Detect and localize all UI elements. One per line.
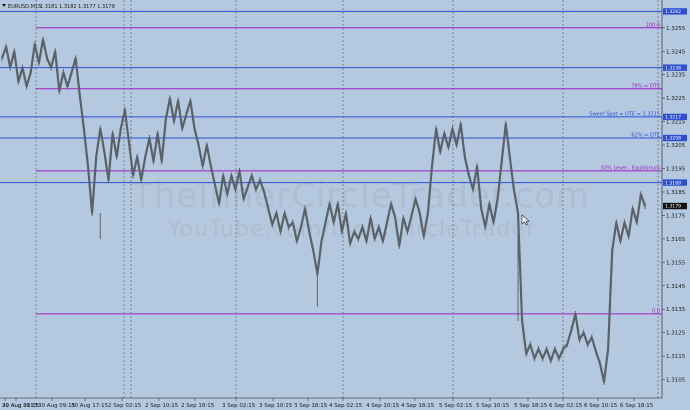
x-tick-label: 3 Sep 02:15 xyxy=(222,403,256,409)
y-tick-label: 1.3255 xyxy=(666,26,686,32)
x-tick-label: 30 Aug 01:15 xyxy=(2,403,40,409)
y-tick-label: 1.3175 xyxy=(666,213,686,219)
chart-plot-area[interactable] xyxy=(0,0,662,398)
y-tick-label: 1.3225 xyxy=(666,96,686,102)
y-tick-label: 1.3235 xyxy=(666,73,686,79)
x-tick-label: 30 Aug 17:15 xyxy=(71,403,109,409)
y-tick-label: 1.3155 xyxy=(666,260,686,266)
y-tick-label: 1.3215 xyxy=(666,120,686,126)
x-tick-label: 3 Sep 18:15 xyxy=(294,403,328,409)
level-price-tag xyxy=(663,113,687,121)
level-price-tag xyxy=(663,179,687,186)
level-label: 79% = OTE xyxy=(631,83,660,89)
y-axis-ticks: 1.3255 1.3245 1.3235 1.3225 1.3215 1.3205 1.31… xyxy=(662,26,686,384)
level-label: 50% Level - Equilibrium xyxy=(601,165,660,171)
x-tick-label: 4 Sep 18:15 xyxy=(401,403,435,409)
watermark-line2: YouTube.com/InnerCircleTrader xyxy=(167,217,536,242)
level-label: Sweet Spot = OTE = 1.3215 xyxy=(589,111,660,117)
x-tick-label: 4 Sep 10:15 xyxy=(366,403,400,409)
x-tick-label: 29 Aug 2013 xyxy=(2,403,38,409)
y-tick-label: 1.3145 xyxy=(666,284,686,290)
y-tick-label: 1.3195 xyxy=(666,167,686,173)
level-price-tag-text: 1.3189 xyxy=(665,180,681,186)
level-price-tag-text: 1.3262 xyxy=(665,9,681,15)
x-tick-label: 4 Sep 02:15 xyxy=(329,403,363,409)
current-price-tag xyxy=(663,202,687,210)
chart-header: EURUSD,M15 1.3181 1.3182 1.3177 1.3179 xyxy=(2,4,115,10)
y-tick-label: 1.3105 xyxy=(666,378,686,384)
level-label: 100.0 xyxy=(646,22,660,28)
y-tick-label: 1.3125 xyxy=(666,331,686,337)
level-label: 0.0 xyxy=(652,308,660,314)
price-tags: 1.3262 1.3238 1.3217 1.3208 1.3189 1.3179 xyxy=(663,8,687,210)
y-tick-label: 1.3245 xyxy=(666,49,686,55)
x-tick-label: 5 Sep 18:15 xyxy=(514,403,548,409)
symbol-label: EURUSD,M15 xyxy=(8,4,41,10)
price-line xyxy=(0,38,647,383)
x-tick-label: 2 Sep 10:15 xyxy=(145,403,179,409)
watermark-line1: TheInnerCircleTrader.com xyxy=(131,176,590,216)
price-series xyxy=(0,36,647,385)
y-tick-label: 1.3135 xyxy=(666,307,686,313)
mouse-cursor-icon xyxy=(521,214,530,226)
x-tick-label: 5 Sep 02:15 xyxy=(439,403,473,409)
x-tick-label: 6 Sep 10:15 xyxy=(584,403,618,409)
x-tick-label: 5 Sep 10:15 xyxy=(476,403,510,409)
level-price-tag-text: 1.3217 xyxy=(665,115,681,121)
level-price-tag xyxy=(663,134,687,142)
x-tick-label: 2 Sep 02:15 xyxy=(108,403,142,409)
y-tick-label: 1.3165 xyxy=(666,237,686,243)
x-tick-label: 3 Sep 10:15 xyxy=(259,403,293,409)
x-tick-label: 6 Sep 02:15 xyxy=(549,403,583,409)
x-tick-label: 30 Aug 09:15 xyxy=(38,403,76,409)
level-price-tag xyxy=(663,64,687,71)
collapse-arrow-icon[interactable] xyxy=(2,4,6,7)
level-price-tag-text: 1.3208 xyxy=(665,136,681,142)
current-price-tag-text: 1.3179 xyxy=(665,204,681,210)
level-label: 62% = OTE xyxy=(631,133,660,139)
level-price-tag xyxy=(663,8,687,15)
level-price-tag-text: 1.3238 xyxy=(665,65,681,71)
y-tick-label: 1.3115 xyxy=(666,354,686,360)
y-tick-label: 1.3185 xyxy=(666,190,686,196)
x-tick-label: 6 Sep 18:15 xyxy=(620,403,654,409)
x-tick-label: 2 Sep 18:15 xyxy=(181,403,215,409)
ohlc-label: 1.3181 1.3182 1.3177 1.3179 xyxy=(40,4,115,10)
y-tick-label: 1.3205 xyxy=(666,143,686,149)
